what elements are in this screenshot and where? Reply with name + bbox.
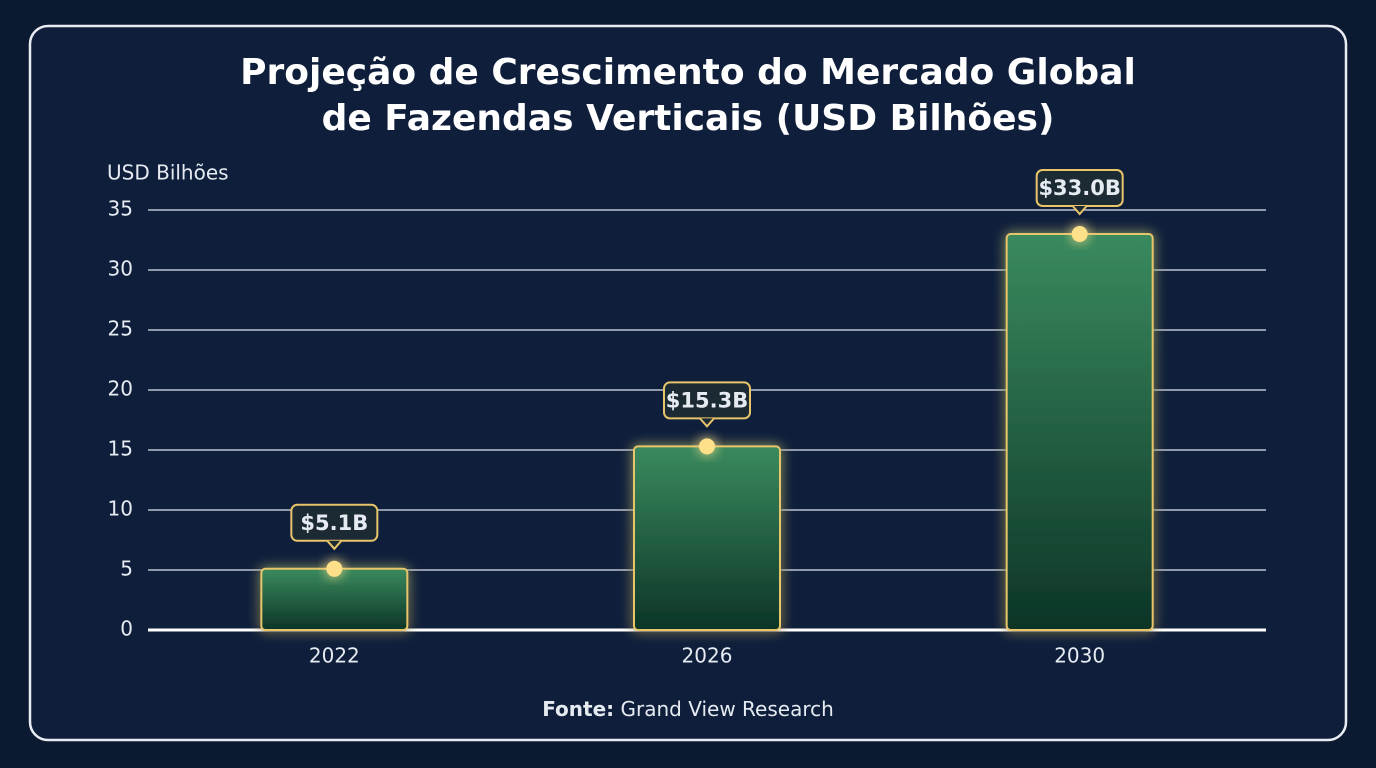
- source: Fonte: Grand View Research: [542, 697, 834, 721]
- y-tick-label: 0: [120, 617, 133, 641]
- y-tick-label: 5: [120, 557, 133, 581]
- chart-title: Projeção de Crescimento do Mercado Globa…: [240, 52, 1136, 93]
- y-tick-label: 10: [108, 497, 133, 521]
- y-tick-label: 20: [108, 377, 133, 401]
- bar: [633, 445, 781, 631]
- source-text: Grand View Research: [621, 697, 834, 721]
- x-tick-label: 2022: [309, 644, 360, 668]
- y-tick-label: 35: [108, 197, 133, 221]
- y-tick-label: 30: [108, 257, 133, 281]
- value-label: $5.1B: [300, 511, 368, 535]
- bar-top-dot: [699, 438, 715, 455]
- value-label: $15.3B: [666, 388, 748, 412]
- value-label-pointer: [1071, 205, 1088, 216]
- value-label: $33.0B: [1038, 176, 1120, 200]
- y-tick-label: 25: [108, 317, 133, 341]
- bar: [1005, 233, 1154, 631]
- bar-top-dot: [1071, 226, 1088, 242]
- y-axis-label: USD Bilhões: [107, 161, 229, 185]
- y-tick-label: 15: [108, 437, 133, 461]
- x-tick-label: 2026: [682, 644, 733, 668]
- bar-top-dot: [326, 560, 343, 577]
- x-tick-label: 2030: [1054, 644, 1105, 668]
- bar: [260, 567, 409, 631]
- value-label-pointer: [699, 417, 715, 428]
- chart-title: de Fazendas Verticais (USD Bilhões): [322, 98, 1055, 139]
- value-label-pointer: [326, 540, 343, 551]
- source-label: Fonte:: [542, 697, 614, 721]
